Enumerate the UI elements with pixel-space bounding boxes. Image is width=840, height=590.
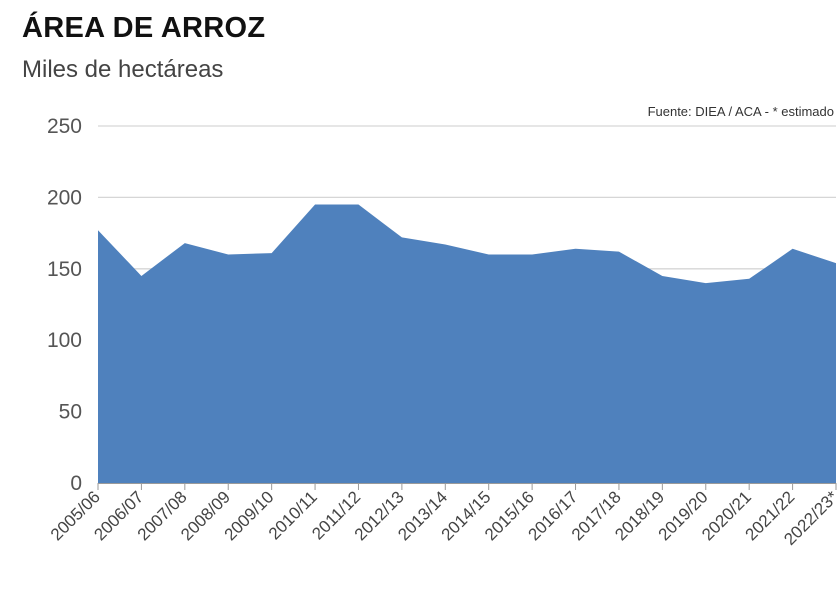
x-axis — [97, 483, 837, 490]
chart-subtitle: Miles de hectáreas — [22, 56, 224, 83]
source-note: Fuente: DIEA / ACA - * estimado — [647, 104, 834, 119]
y-tick-label: 50 — [59, 401, 82, 424]
y-tick-label: 150 — [47, 258, 82, 281]
chart-title: ÁREA DE ARROZ — [22, 12, 266, 44]
y-tick-label: 200 — [47, 186, 82, 209]
area-fill — [98, 204, 836, 484]
y-axis-ticks: 0 50 100 150 200 250 — [47, 115, 82, 495]
x-axis-ticks: 2005/062006/072007/082008/092009/102010/… — [47, 487, 840, 549]
y-tick-label: 250 — [47, 115, 82, 138]
y-tick-label: 0 — [70, 472, 82, 495]
y-tick-label: 100 — [47, 329, 82, 352]
area-series — [97, 204, 837, 484]
